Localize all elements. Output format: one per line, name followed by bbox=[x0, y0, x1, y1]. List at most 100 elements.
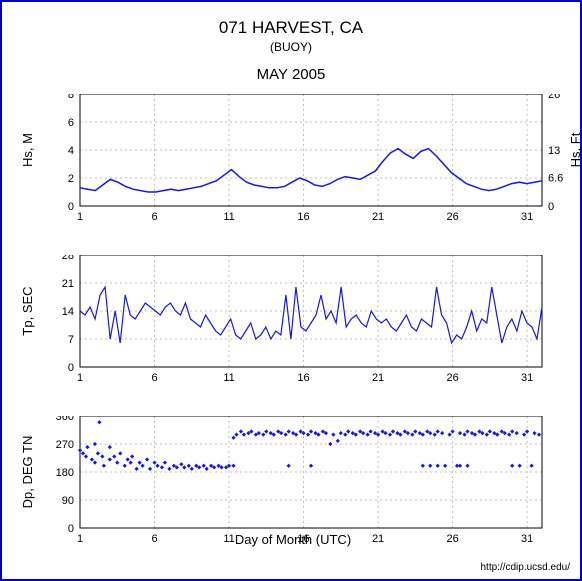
scatter-point bbox=[287, 429, 291, 433]
xtick-label: 21 bbox=[372, 211, 384, 223]
scatter-point bbox=[126, 457, 130, 461]
scatter-point bbox=[518, 464, 522, 468]
xtick-label: 21 bbox=[372, 372, 384, 384]
y-label-left: Dp, DEG TN bbox=[20, 436, 35, 509]
scatter-point bbox=[529, 464, 533, 468]
scatter-point bbox=[123, 464, 127, 468]
chart-wrap-1: 07142128161116212631Tp, SEC bbox=[2, 255, 582, 400]
scatter-point bbox=[163, 461, 167, 465]
scatter-point bbox=[436, 464, 440, 468]
ytick-label: 90 bbox=[62, 495, 74, 507]
x-axis-label: Day of Month (UTC) bbox=[2, 532, 582, 547]
main-title: 071 HARVEST, CA bbox=[2, 18, 580, 38]
scatter-point bbox=[284, 433, 288, 437]
ytick-label: 7 bbox=[68, 334, 74, 346]
xtick-label: 26 bbox=[446, 372, 458, 384]
xtick-label: 11 bbox=[223, 372, 234, 384]
scatter-point bbox=[465, 429, 469, 433]
scatter-point bbox=[90, 457, 94, 461]
ytick-label: 28 bbox=[62, 255, 74, 262]
chart-0: 0246806.61326161116212631Hs, MHs, Ft bbox=[2, 94, 582, 234]
scatter-point bbox=[167, 467, 171, 471]
scatter-point bbox=[413, 429, 417, 433]
xtick-label: 6 bbox=[151, 211, 157, 223]
ytick-label: 180 bbox=[56, 467, 74, 479]
scatter-point bbox=[137, 461, 141, 465]
ytick-label: 8 bbox=[68, 94, 74, 101]
scatter-point bbox=[485, 433, 489, 437]
spiky-series bbox=[80, 287, 542, 343]
scatter-point bbox=[465, 464, 469, 468]
scatter-point bbox=[179, 462, 183, 466]
scatter-point bbox=[140, 464, 144, 468]
scatter-point bbox=[433, 433, 437, 437]
ytick-label: 360 bbox=[56, 416, 74, 423]
scatter-point bbox=[366, 433, 370, 437]
scatter-point bbox=[309, 464, 313, 468]
scatter-point bbox=[440, 431, 444, 435]
scatter-point bbox=[81, 451, 85, 455]
scatter-point bbox=[187, 464, 191, 468]
scatter-point bbox=[443, 464, 447, 468]
xtick-label: 11 bbox=[223, 211, 234, 223]
scatter-point bbox=[458, 431, 462, 435]
scatter-point bbox=[515, 431, 519, 435]
scatter-point bbox=[145, 457, 149, 461]
scatter-point bbox=[488, 429, 492, 433]
ytick-right-label: 26 bbox=[548, 94, 560, 101]
scatter-point bbox=[261, 433, 265, 437]
ytick-right-label: 0 bbox=[548, 201, 554, 213]
subtitle: (BUOY) bbox=[2, 40, 580, 54]
scatter-point bbox=[368, 429, 372, 433]
scatter-point bbox=[532, 431, 536, 435]
scatter-point bbox=[148, 467, 152, 471]
scatter-point bbox=[309, 429, 313, 433]
scatter-point bbox=[436, 429, 440, 433]
scatter-point bbox=[135, 467, 139, 471]
scatter-point bbox=[85, 445, 89, 449]
y-label-left: Tp, SEC bbox=[20, 286, 35, 335]
scatter-point bbox=[93, 461, 97, 465]
ytick-label: 270 bbox=[56, 439, 74, 451]
ytick-right-label: 6.6 bbox=[548, 173, 563, 185]
scatter-point bbox=[231, 436, 235, 440]
scatter-point bbox=[108, 457, 112, 461]
scatter-point bbox=[108, 445, 112, 449]
scatter-point bbox=[336, 439, 340, 443]
scatter-point bbox=[328, 442, 332, 446]
scatter-point bbox=[331, 433, 335, 437]
xtick-label: 6 bbox=[151, 372, 157, 384]
scatter-point bbox=[100, 454, 104, 458]
scatter-point bbox=[343, 433, 347, 437]
scatter-point bbox=[182, 465, 186, 469]
y-label-right: Hs, Ft bbox=[568, 132, 582, 167]
title-block: 071 HARVEST, CA (BUOY) MAY 2005 bbox=[2, 2, 580, 83]
scatter-point bbox=[346, 429, 350, 433]
ytick-label: 4 bbox=[68, 145, 74, 157]
scatter-point bbox=[160, 465, 164, 469]
plot-frame: 071 HARVEST, CA (BUOY) MAY 2005 0246806.… bbox=[0, 0, 582, 581]
y-label-left: Hs, M bbox=[20, 133, 35, 167]
ytick-right-label: 13 bbox=[548, 145, 560, 157]
scatter-point bbox=[339, 431, 343, 435]
scatter-point bbox=[97, 420, 101, 424]
scatter-point bbox=[507, 433, 511, 437]
credit-url: http://cdip.ucsd.edu/ bbox=[480, 562, 570, 573]
scatter-point bbox=[205, 467, 209, 471]
scatter-point bbox=[264, 429, 268, 433]
scatter-point bbox=[462, 433, 466, 437]
ytick-label: 2 bbox=[68, 173, 74, 185]
scatter-point bbox=[234, 433, 238, 437]
scatter-point bbox=[155, 464, 159, 468]
scatter-point bbox=[428, 464, 432, 468]
ytick-label: 21 bbox=[62, 278, 74, 290]
scatter-point bbox=[239, 429, 243, 433]
scatter-point bbox=[112, 454, 116, 458]
scatter-point bbox=[102, 464, 106, 468]
chart-1: 07142128161116212631Tp, SEC bbox=[2, 255, 582, 395]
scatter-point bbox=[306, 433, 310, 437]
scatter-point bbox=[130, 454, 134, 458]
period-title: MAY 2005 bbox=[2, 66, 580, 83]
ytick-label: 6 bbox=[68, 117, 74, 129]
xtick-label: 31 bbox=[521, 211, 533, 223]
